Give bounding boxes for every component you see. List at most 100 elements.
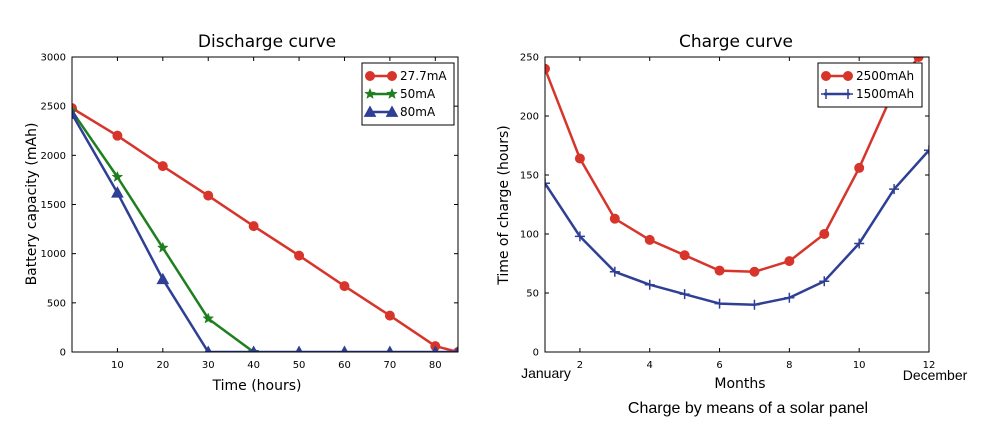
charge-chart: Charge curve Months Time of charge (hour…	[496, 32, 968, 417]
legend-marker-start-0	[365, 71, 375, 81]
y-tick-label: 2500	[41, 102, 66, 113]
discharge-plot-frame	[71, 56, 459, 353]
data-point-0-6	[749, 266, 760, 277]
data-point-1-11	[924, 145, 929, 156]
data-point-0-6	[339, 281, 350, 292]
discharge-legend: 27.7mA 50mA 80mA	[361, 62, 455, 126]
chart-caption: Charge by means of a solar panel	[628, 400, 868, 417]
december-label: December	[903, 367, 968, 383]
data-point-0-1	[574, 153, 585, 164]
data-point-0-7	[384, 310, 395, 321]
x-tick-label: 30	[202, 360, 215, 371]
data-point-2-0	[72, 107, 79, 119]
y-tick-label: 3000	[41, 53, 66, 64]
legend-marker-end-0	[387, 71, 397, 81]
series-line-0	[72, 107, 458, 352]
x-tick-label: 10	[111, 360, 124, 371]
data-point-1-2	[156, 241, 169, 253]
legend-label-1: 1500mAh	[856, 87, 914, 101]
discharge-chart-title: Discharge curve	[198, 32, 336, 52]
x-tick-label: 40	[247, 360, 260, 371]
legend-marker-end-0	[843, 71, 853, 81]
data-point-1-8	[819, 276, 830, 287]
x-tick-label: 10	[853, 360, 866, 371]
data-point-0-3	[203, 190, 214, 201]
x-tick-label: 12	[923, 360, 936, 371]
y-tick-label: 100	[520, 230, 539, 241]
data-point-2-5	[295, 345, 303, 352]
series-line-2	[72, 113, 458, 352]
discharge-x-axis-label: Time (hours)	[212, 378, 302, 394]
data-point-1-1	[111, 170, 124, 182]
series-line-0	[545, 57, 920, 274]
y-tick-label: 0	[60, 348, 66, 359]
x-tick-label: 50	[293, 360, 306, 371]
data-point-1-7	[784, 292, 795, 303]
data-point-1-0	[545, 178, 550, 189]
x-tick-label: 4	[647, 360, 653, 371]
charge-legend: 2500mAh 1500mAh	[817, 62, 923, 108]
legend-marker-start-1	[821, 89, 831, 99]
y-tick-label: 1500	[41, 200, 66, 211]
data-point-1-5	[714, 298, 725, 309]
data-point-0-5	[714, 265, 725, 276]
data-point-2-2	[156, 272, 170, 285]
x-tick-label: 2	[577, 360, 583, 371]
y-tick-label: 150	[520, 171, 539, 182]
legend-label-2: 80mA	[400, 105, 436, 119]
data-point-1-10	[889, 184, 900, 195]
legend-label-0: 27.7mA	[400, 69, 447, 83]
x-tick-label: 8	[786, 360, 792, 371]
y-tick-label: 2000	[41, 151, 66, 162]
data-point-1-6	[749, 299, 760, 310]
legend-marker-start-1	[364, 87, 376, 99]
y-tick-label: 250	[520, 53, 539, 64]
charge-plot-frame	[544, 56, 930, 353]
data-point-1-9	[854, 238, 865, 249]
data-point-0-9	[854, 162, 865, 173]
data-point-0-4	[248, 221, 259, 232]
y-tick-label: 1000	[41, 249, 66, 260]
legend-marker-end-2	[385, 105, 399, 117]
legend-marker-start-2	[363, 105, 377, 117]
charge-chart-title: Charge curve	[679, 32, 793, 52]
data-point-1-4	[679, 289, 690, 300]
legend-label-1: 50mA	[400, 87, 436, 101]
series-line-1	[545, 149, 929, 307]
charge-y-axis-label: Time of charge (hours)	[496, 125, 512, 286]
january-label: January	[521, 365, 571, 381]
x-tick-label: 80	[429, 360, 442, 371]
data-point-0-2	[609, 213, 620, 224]
data-point-1-2	[609, 266, 620, 277]
data-point-2-1	[111, 186, 124, 198]
x-tick-label: 70	[384, 360, 397, 371]
x-tick-label: 20	[156, 360, 169, 371]
data-point-2-8	[431, 345, 439, 352]
x-tick-label: 6	[716, 360, 722, 371]
discharge-chart: Discharge curve Time (hours) Battery cap…	[24, 32, 459, 394]
series-line-1	[72, 110, 255, 352]
data-point-0-1	[112, 130, 123, 141]
legend-marker-start-0	[821, 71, 831, 81]
data-point-2-9	[454, 345, 458, 352]
data-point-0-0	[545, 63, 550, 74]
data-point-0-11	[913, 57, 924, 62]
legend-marker-end-1	[386, 87, 398, 99]
data-point-2-7	[386, 345, 394, 352]
charge-x-axis-label: Months	[714, 376, 765, 392]
data-point-2-3	[204, 345, 212, 352]
y-tick-label: 200	[520, 112, 539, 123]
data-point-1-3	[202, 312, 215, 324]
data-point-0-7	[784, 256, 795, 267]
legend-marker-end-1	[843, 89, 853, 99]
discharge-y-axis-label: Battery capacity (mAh)	[24, 123, 40, 286]
data-point-2-6	[340, 345, 349, 352]
legend-label-0: 2500mAh	[856, 69, 914, 83]
data-point-1-3	[644, 279, 655, 290]
y-tick-label: 0	[533, 348, 539, 359]
x-tick-label: 60	[338, 360, 351, 371]
data-point-0-2	[157, 161, 168, 172]
data-point-0-3	[644, 234, 655, 245]
data-point-0-5	[294, 250, 305, 261]
